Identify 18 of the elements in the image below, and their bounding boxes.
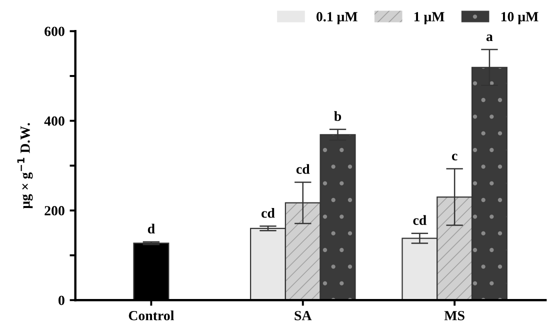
x-tick-label: MS — [444, 310, 464, 320]
data-label: cd — [262, 208, 275, 218]
data-label: cd — [296, 164, 310, 174]
data-label: c — [452, 154, 458, 160]
data-label: a — [486, 34, 493, 42]
data-label: b — [334, 111, 342, 121]
x-tick-label: SA — [294, 310, 312, 320]
legend-label: 0.1 μM — [316, 12, 358, 24]
data-label: cd — [413, 215, 426, 225]
x-tick-label: Control — [128, 310, 174, 320]
data-label: d — [148, 224, 155, 234]
y-tick-label: 400 — [44, 116, 64, 126]
legend-label: 1 μM — [414, 12, 444, 24]
y-tick-label: 0 — [58, 296, 64, 306]
y-tick-label: 600 — [44, 26, 64, 36]
y-tick-label: 200 — [44, 206, 64, 216]
y-axis-title: μg × g$^{−1}$ D.W. — [17, 123, 33, 209]
legend-label: 10 μM — [501, 12, 538, 24]
